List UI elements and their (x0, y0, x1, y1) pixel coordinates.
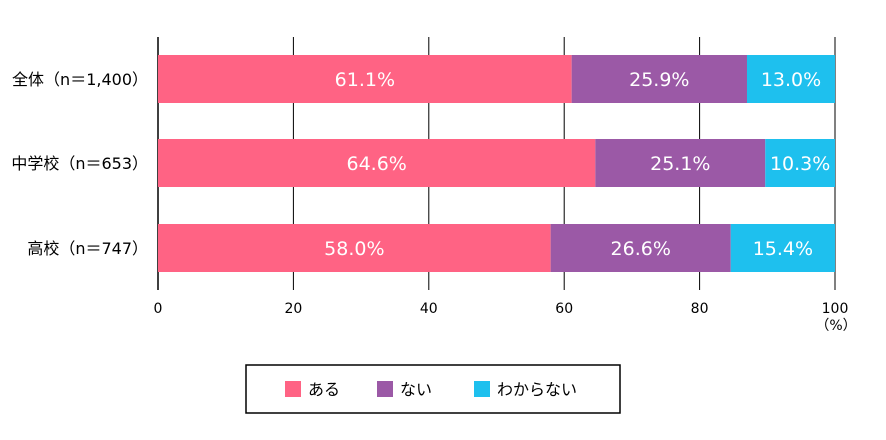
bar-0-1 (571, 55, 747, 103)
bar-2-2 (730, 224, 835, 272)
data-label-2-0: 58.0% (324, 238, 384, 260)
axis-unit-label: （%） (815, 318, 856, 334)
bars-layer: 61.1% 25.9% 13.0% 64.6% 25.1% 10.3% 58.0% 26.6%… (158, 55, 835, 272)
bar-2-1 (550, 224, 731, 272)
category-label-2: 高校（n＝747） (27, 239, 148, 258)
data-label-0-1: 25.9% (629, 69, 689, 91)
tick-label-40: 40 (420, 301, 438, 317)
data-label-0-0: 61.1% (335, 69, 395, 91)
bar-1-1 (595, 139, 766, 187)
legend-label-1: ない (400, 380, 432, 399)
tick-label-100: 100 (822, 301, 849, 317)
category-label-0: 全体（n＝1,400） (12, 70, 148, 89)
legend-swatch-2 (474, 381, 490, 397)
data-label-1-2: 10.3% (770, 153, 830, 175)
bar-0-2 (746, 55, 835, 103)
legend-frame (245, 364, 621, 414)
bar-0-0 (158, 55, 572, 103)
legend-swatch-0 (285, 381, 301, 397)
tick-label-20: 20 (284, 301, 302, 317)
legend-swatch-1 (377, 381, 393, 397)
tick-label-80: 80 (691, 301, 709, 317)
data-label-2-1: 26.6% (611, 238, 671, 260)
tick-label-0: 0 (154, 301, 163, 317)
bar-1-2 (765, 139, 835, 187)
x-axis-ticks: 0 20 40 60 80 100 (154, 301, 849, 317)
legend-label-0: ある (308, 380, 340, 399)
legend: ある ない わからない (245, 364, 621, 414)
data-label-1-0: 64.6% (346, 153, 406, 175)
tick-label-60: 60 (555, 301, 573, 317)
bar-2-0 (158, 224, 551, 272)
category-labels: 全体（n＝1,400） 中学校（n＝653） 高校（n＝747） (11, 70, 148, 258)
bar-1-0 (158, 139, 596, 187)
data-label-0-2: 13.0% (761, 69, 821, 91)
data-label-1-1: 25.1% (650, 153, 710, 175)
data-label-2-2: 15.4% (753, 238, 813, 260)
legend-label-2: わからない (497, 380, 577, 399)
category-label-1: 中学校（n＝653） (11, 154, 148, 173)
